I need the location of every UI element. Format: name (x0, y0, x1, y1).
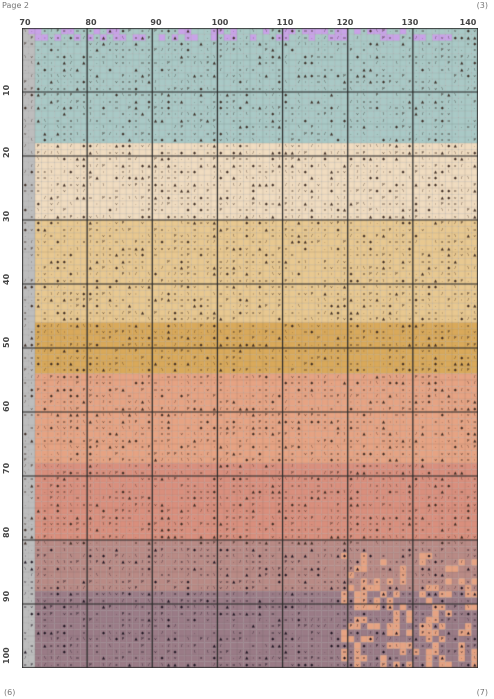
row-number: 90 (2, 590, 11, 602)
column-number: 140 (459, 18, 477, 27)
row-number: 50 (2, 336, 11, 348)
row-number: 30 (2, 210, 11, 222)
page-number-top: (3) (476, 1, 488, 10)
column-number: 100 (211, 18, 229, 27)
row-number: 80 (2, 526, 11, 538)
column-number: 90 (150, 18, 162, 27)
column-number: 70 (19, 18, 31, 27)
row-number-axis: 10 20 30 40 50 60 70 80 90 100 (0, 28, 18, 668)
page-label: Page 2 (2, 1, 29, 10)
column-number: 110 (276, 18, 294, 27)
row-number: 60 (2, 400, 11, 412)
row-number: 10 (2, 84, 11, 96)
row-number: 100 (2, 647, 11, 664)
column-number: 80 (85, 18, 97, 27)
row-number: 70 (2, 462, 11, 474)
page-number-bottom-left: (6) (4, 688, 16, 697)
cross-stitch-chart-grid (22, 28, 478, 668)
column-number: 130 (401, 18, 419, 27)
row-number: 40 (2, 273, 11, 285)
row-number: 20 (2, 146, 11, 158)
page-number-bottom-right: (7) (476, 688, 488, 697)
column-number: 120 (336, 18, 354, 27)
column-number-axis: 70 80 90 100 110 120 130 140 (19, 18, 478, 30)
